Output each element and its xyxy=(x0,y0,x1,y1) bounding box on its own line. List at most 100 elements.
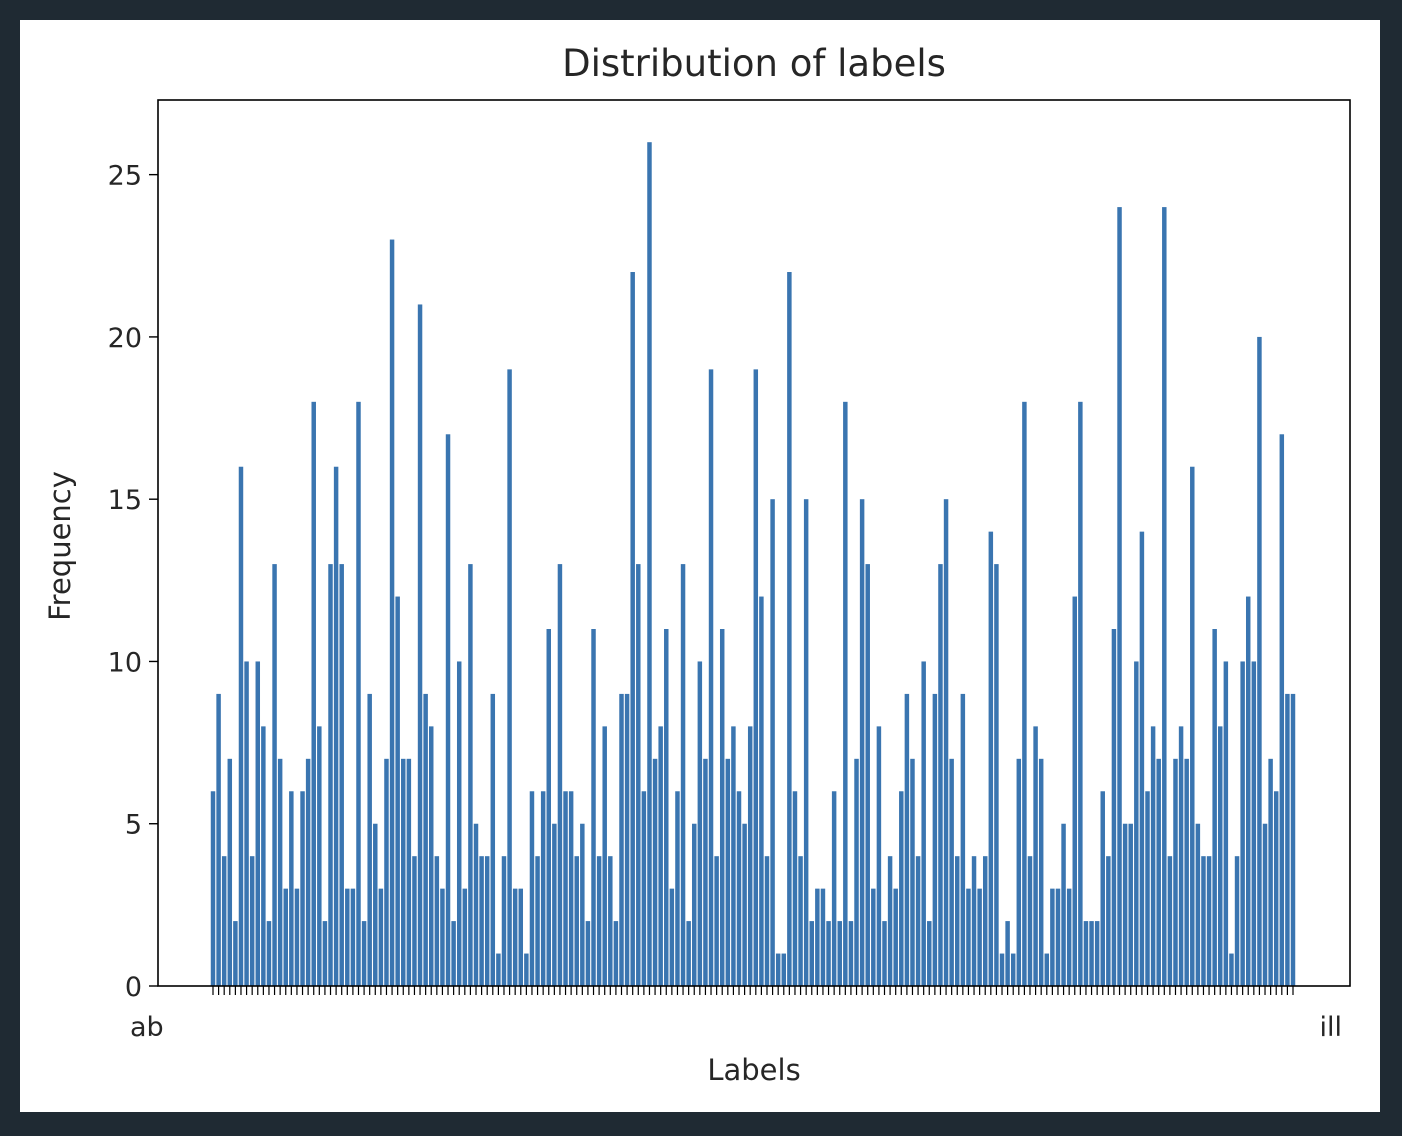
bar xyxy=(468,564,473,986)
bar xyxy=(1145,791,1150,986)
chart-svg: Distribution of labels 0 5 10 15 20 25 ab ill… xyxy=(43,42,1351,1087)
bar xyxy=(764,856,770,986)
bar xyxy=(580,823,585,986)
bar xyxy=(932,693,938,986)
bar xyxy=(1156,758,1161,986)
bar xyxy=(971,856,977,986)
bar xyxy=(714,856,719,986)
bar xyxy=(999,953,1005,986)
bar xyxy=(809,921,814,986)
bar xyxy=(703,758,708,986)
bar xyxy=(283,888,288,986)
bar xyxy=(1234,856,1240,986)
bar xyxy=(1010,953,1016,986)
y-tick-label: 0 xyxy=(125,972,142,1003)
bar xyxy=(708,369,714,986)
plot-frame xyxy=(157,99,1351,987)
bar xyxy=(1167,856,1173,986)
bar xyxy=(1229,953,1234,986)
bar xyxy=(328,564,333,986)
bar xyxy=(1117,207,1122,987)
bar xyxy=(227,758,233,986)
bar xyxy=(356,401,361,986)
bar xyxy=(507,369,512,986)
bar xyxy=(423,693,428,986)
bar xyxy=(210,791,216,986)
bar xyxy=(1201,856,1206,986)
bar xyxy=(1083,921,1089,986)
bar xyxy=(1078,401,1083,986)
bar xyxy=(1195,823,1201,986)
bar xyxy=(294,888,300,986)
bar xyxy=(311,401,316,986)
bar xyxy=(373,823,378,986)
bar xyxy=(406,758,412,986)
bar xyxy=(1106,856,1111,986)
bar xyxy=(1178,726,1184,986)
bar xyxy=(518,888,524,986)
bar xyxy=(624,693,630,986)
bar xyxy=(378,888,384,986)
bar xyxy=(1027,856,1033,986)
bar xyxy=(938,564,943,986)
bar xyxy=(473,823,479,986)
bar xyxy=(1044,953,1050,986)
bar xyxy=(899,791,904,986)
bar xyxy=(865,564,870,986)
bar xyxy=(753,369,759,986)
bar xyxy=(1245,596,1251,986)
bar xyxy=(887,856,893,986)
bar xyxy=(1290,693,1296,986)
bar xyxy=(831,791,837,986)
bar xyxy=(826,921,831,986)
bar xyxy=(1273,791,1279,986)
bar xyxy=(882,921,887,986)
bar xyxy=(1206,856,1212,986)
bar xyxy=(742,823,747,986)
bar xyxy=(1033,726,1038,986)
y-tick-label: 20 xyxy=(108,323,142,354)
bar xyxy=(1089,921,1094,986)
bar xyxy=(843,401,848,986)
chart-figure: Distribution of labels 0 5 10 15 20 25 ab ill… xyxy=(20,20,1380,1112)
bar xyxy=(529,791,535,986)
bar xyxy=(871,888,876,986)
bar xyxy=(792,791,798,986)
bar xyxy=(921,661,926,986)
x-tick-label-last: ill xyxy=(1319,1012,1342,1043)
bar xyxy=(451,921,456,986)
bar xyxy=(686,921,691,986)
bar xyxy=(854,758,859,986)
bar xyxy=(261,726,266,986)
bar xyxy=(322,921,328,986)
bar xyxy=(859,499,865,986)
bar xyxy=(1038,758,1044,986)
bar xyxy=(552,823,557,986)
bar xyxy=(759,596,764,986)
bar xyxy=(1100,791,1105,986)
y-tick-label: 5 xyxy=(125,810,142,841)
bar xyxy=(266,921,272,986)
bar xyxy=(401,758,406,986)
bar xyxy=(249,856,255,986)
bar xyxy=(1016,758,1022,986)
y-tick-label: 25 xyxy=(108,161,142,192)
x-ticks-group xyxy=(212,986,1294,995)
bar xyxy=(574,856,579,986)
bar xyxy=(1162,207,1167,987)
bar xyxy=(445,434,451,986)
bar xyxy=(1150,726,1156,986)
bar xyxy=(736,791,742,986)
bar xyxy=(910,758,915,986)
bar xyxy=(1190,466,1195,987)
bar xyxy=(596,856,602,986)
bar xyxy=(1111,629,1117,986)
bar xyxy=(289,791,294,986)
x-axis-label: Labels xyxy=(707,1053,800,1087)
bar xyxy=(339,564,344,986)
bar xyxy=(1279,434,1285,986)
bar xyxy=(770,499,775,986)
bar xyxy=(462,888,468,986)
bar xyxy=(1122,823,1128,986)
bar xyxy=(1251,661,1257,986)
